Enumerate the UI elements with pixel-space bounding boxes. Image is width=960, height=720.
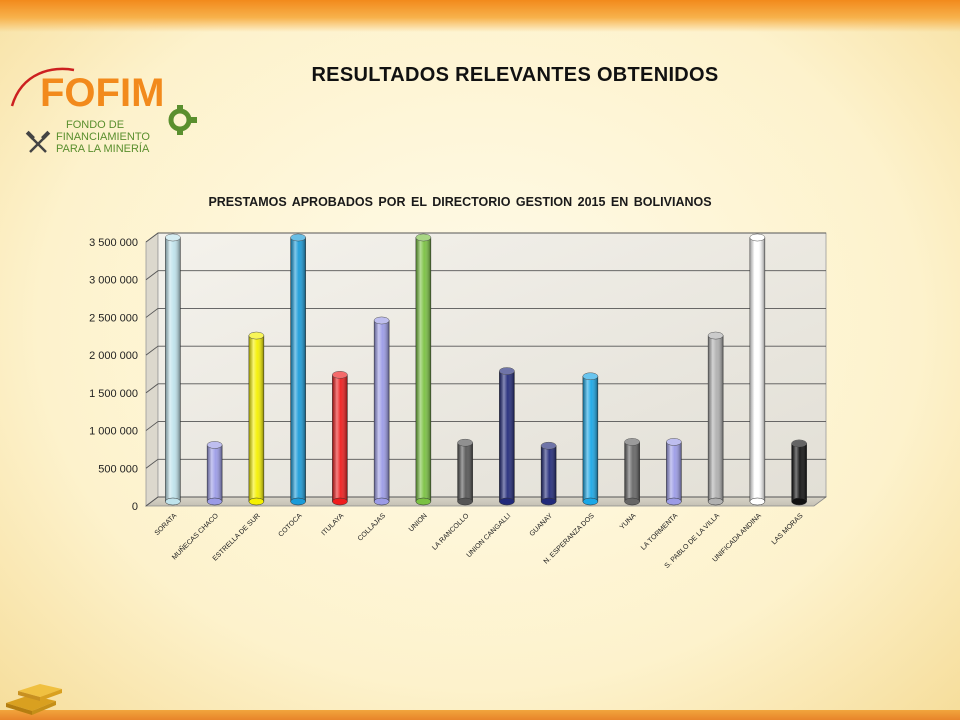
chart-bar [248,331,265,506]
y-tick-label: 500 000 [98,463,138,475]
chart-gridline [145,421,826,431]
logo-line3: PARA LA MINERÍA [56,142,150,155]
logo-line2: FINANCIAMIENTO [56,131,150,143]
x-tick-label: UNION [408,512,429,533]
chart-bar [415,233,432,506]
chart-bar [499,367,515,506]
y-tick-label: 1 500 000 [89,388,138,400]
chart-side-wall [145,232,159,507]
bottom-decorative-band [0,710,960,720]
y-tick-label: 2 000 000 [89,350,138,362]
chart-bar [624,438,640,506]
chart-bar [707,331,724,506]
x-tick-label: ITULAYA [320,512,345,537]
y-tick-label: 3 000 000 [89,275,138,287]
x-tick-label: COLLAJAS [357,512,387,542]
chart-bar [290,233,306,506]
chart-gridlines [145,232,826,507]
chart-gridline [145,458,826,469]
chart-bar [749,233,766,506]
chart-gridline [145,232,826,243]
page-title: RESULTADOS RELEVANTES OBTENIDOS [311,64,719,86]
gold-bars-icon [6,684,62,715]
chart-bar [457,438,473,506]
chart-gridline [145,383,826,394]
x-tick-label: ESTRELLA DE SUR [212,512,262,562]
chart-bar [165,233,181,506]
chart-bar [332,371,348,506]
x-tick-label: LA RANCOLLO [431,512,471,552]
x-tick-label: YUNA [619,512,638,531]
chart-bar [582,372,599,506]
x-tick-label: LAS MORAS [771,512,805,546]
chart-y-axis: 0 500 000 1 000 000 1 500 000 2 000 000 2 500… [89,237,138,513]
x-tick-label: LA TORMENTA [640,512,680,552]
y-tick-label: 0 [132,501,138,513]
chart-floor [144,496,828,507]
x-tick-label: GUANAY [529,512,555,538]
chart-plot-area [144,232,828,507]
chart-gridline [145,270,826,281]
x-tick-label: UNION CANGALLI [466,512,513,559]
y-tick-label: 1 000 000 [89,426,138,438]
crossed-hammers-icon [25,130,51,153]
chart-bar [373,316,390,506]
chart-title: PRESTAMOS APROBADOS POR EL DIRECTORIO GE… [208,195,712,209]
chart-bar [666,438,682,506]
chart-bars [165,233,807,506]
top-decorative-band [0,0,960,32]
gear-icon [168,105,197,135]
x-tick-label: COTOCA [277,512,303,538]
x-tick-label: SORATA [154,512,179,537]
chart-bar [791,439,807,506]
logo-brand-text: FOFIM [40,71,164,115]
chart-gridline [145,345,826,356]
y-tick-label: 2 500 000 [89,312,138,324]
fofim-logo: FOFIM FONDO DE FINANCIAMIENTO PARA LA MI… [10,67,197,155]
chart-bar [206,441,223,506]
logo-line1: FONDO DE [66,119,124,131]
chart-bar [540,441,557,506]
chart-gridline [145,496,826,507]
y-tick-label: 3 500 000 [89,237,138,249]
x-tick-label: UNIFICADA ANDINA [712,512,763,563]
chart-gridline [145,307,826,318]
